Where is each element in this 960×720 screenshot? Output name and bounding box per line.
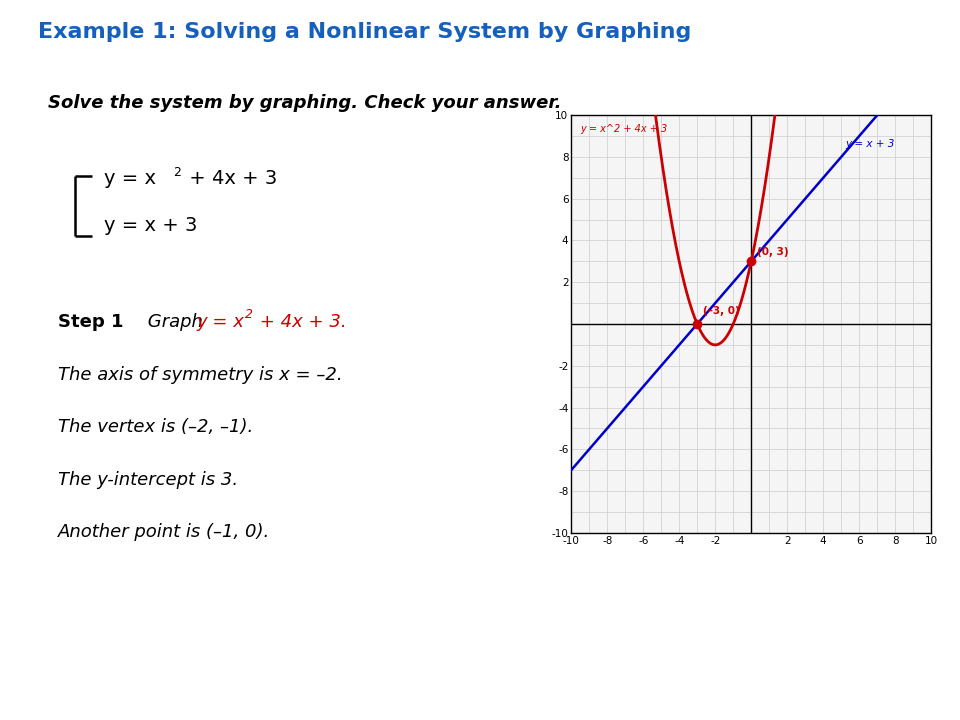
Text: The axis of symmetry is x = –2.: The axis of symmetry is x = –2. — [58, 366, 342, 384]
Text: Another point is (–1, 0).: Another point is (–1, 0). — [58, 523, 270, 541]
Text: (–3, 0): (–3, 0) — [703, 305, 739, 315]
Text: y = x^2 + 4x + 3: y = x^2 + 4x + 3 — [580, 124, 667, 134]
Text: Example 1: Solving a Nonlinear System by Graphing: Example 1: Solving a Nonlinear System by… — [38, 22, 692, 42]
Text: The y-intercept is 3.: The y-intercept is 3. — [58, 471, 238, 489]
Text: y = x + 3: y = x + 3 — [104, 216, 197, 235]
Text: y = x: y = x — [104, 169, 156, 188]
Text: y = x + 3: y = x + 3 — [845, 138, 894, 148]
Text: + 4x + 3.: + 4x + 3. — [254, 313, 347, 331]
Text: 2: 2 — [173, 166, 180, 179]
Text: The vertex is (–2, –1).: The vertex is (–2, –1). — [58, 418, 252, 436]
Text: + 4x + 3: + 4x + 3 — [183, 169, 277, 188]
Text: Step 1: Step 1 — [58, 313, 123, 331]
Text: Solve the system by graphing. Check your answer.: Solve the system by graphing. Check your… — [48, 94, 562, 112]
Text: 2: 2 — [245, 308, 252, 321]
Text: Graph: Graph — [142, 313, 208, 331]
Text: y = x: y = x — [197, 313, 245, 331]
Text: (0, 3): (0, 3) — [756, 247, 788, 257]
